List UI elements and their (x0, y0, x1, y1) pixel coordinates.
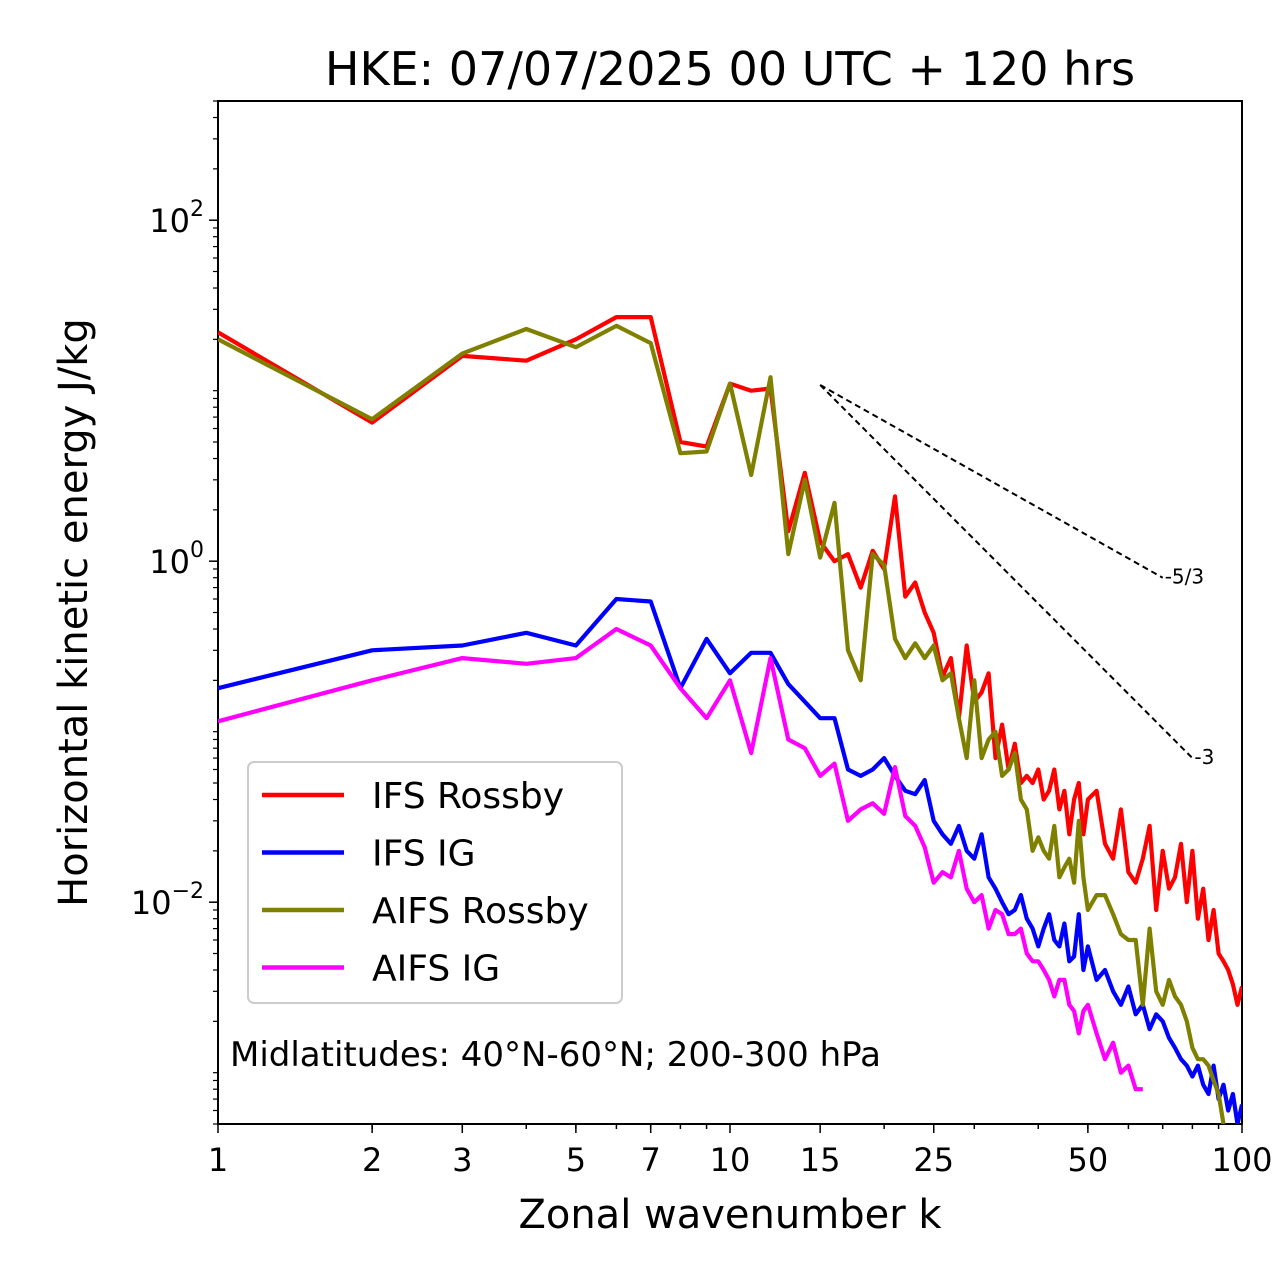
y-tick-base: 10 (149, 202, 190, 240)
y-tick-base: 10 (149, 543, 190, 581)
y-tick-exponent: 2 (190, 197, 204, 222)
legend-box (247, 761, 623, 1004)
reference-slope-line (819, 384, 1164, 579)
y-tick-base: 10 (131, 884, 172, 922)
region-annotation: Midlatitudes: 40°N-60°N; 200-300 hPa (230, 1035, 881, 1075)
x-tick-label: 15 (800, 1141, 841, 1179)
series-line-ifs-rossby (218, 315, 1242, 1007)
y-tick-exponent: −2 (172, 879, 204, 904)
x-tick-label: 50 (1068, 1141, 1109, 1179)
axis-labels: Zonal wavenumber k Horizontal kinetic ene… (51, 318, 942, 1238)
reference-slope-label: -3 (1194, 745, 1214, 769)
x-tick-label: 5 (566, 1141, 586, 1179)
x-tick-label: 2 (362, 1141, 382, 1179)
reference-slope-label: -5/3 (1165, 565, 1204, 589)
y-tick-label: 10−2 (131, 879, 204, 922)
legend-label: AIFS Rossby (372, 891, 589, 932)
x-tick-label: 7 (641, 1141, 661, 1179)
x-axis-label: Zonal wavenumber k (518, 1192, 942, 1238)
y-tick-label: 100 (149, 538, 204, 581)
legend: IFS Rossby IFS IG AIFS Rossby AIFS IG (247, 761, 623, 1004)
annotation-group: Midlatitudes: 40°N-60°N; 200-300 hPa (230, 1035, 881, 1075)
x-tick-label: 3 (452, 1141, 472, 1179)
series-line-ifs-ig (218, 596, 1242, 1124)
plot-area: -5/3 -3 (218, 315, 1242, 1124)
chart-title-group: HKE: 07/07/2025 00 UTC + 120 hrs (325, 42, 1135, 96)
y-tick-label: 102 (149, 197, 204, 240)
legend-label: IFS IG (372, 834, 476, 875)
x-tick-label: 1 (208, 1141, 228, 1179)
x-axis-ticks: 1 2 3 5 7 10 15 25 50 100 (208, 1124, 1273, 1179)
series-line-aifs-rossby (218, 323, 1226, 1124)
x-tick-label: 25 (913, 1141, 954, 1179)
x-tick-label: 10 (710, 1141, 751, 1179)
x-tick-label: 100 (1211, 1141, 1272, 1179)
reference-slope-line (819, 384, 1194, 759)
series-group (218, 315, 1242, 1124)
series-line-aifs-ig (218, 626, 1143, 1092)
y-tick-exponent: 0 (190, 538, 204, 563)
y-axis-label: Horizontal kinetic energy J/kg (51, 318, 97, 907)
legend-label: IFS Rossby (372, 776, 564, 817)
chart-title: HKE: 07/07/2025 00 UTC + 120 hrs (325, 42, 1135, 96)
legend-label: AIFS IG (372, 949, 500, 990)
